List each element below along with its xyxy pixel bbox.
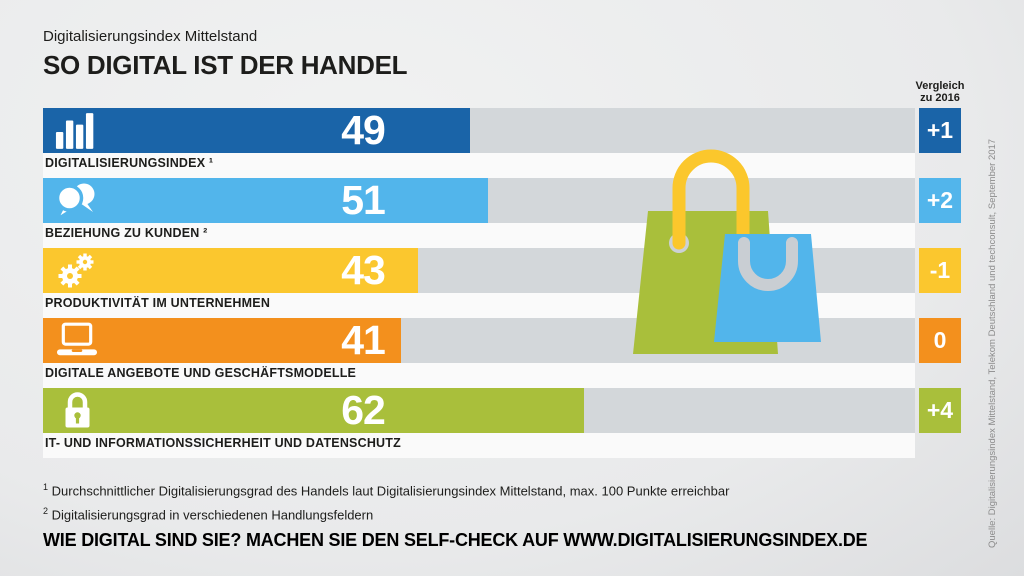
comparison-badge: 0 — [919, 318, 961, 363]
bar-value: 41 — [341, 317, 386, 363]
footnote-2-marker: 2 — [43, 506, 49, 517]
bar-value: 62 — [341, 387, 386, 433]
bar-fill — [43, 318, 401, 363]
footnote-1: 1 Durchschnittlicher Digitalisierungsgra… — [43, 477, 729, 501]
bar-chart: 49 +1 DIGITALISIERUNGSINDEX ¹ 51 +2 BEZI… — [43, 107, 961, 458]
gray-handle — [738, 237, 798, 291]
bar-chart-icon — [50, 111, 104, 151]
self-check-cta: WIE DIGITAL SIND SIE? MACHEN SIE DEN SEL… — [43, 530, 868, 550]
comparison-badge: +4 — [919, 388, 961, 433]
bar-label: BEZIEHUNG ZU KUNDEN ² — [45, 226, 208, 240]
comparison-header-line2: zu 2016 — [920, 92, 960, 104]
bar-value: 51 — [341, 177, 386, 223]
label-strip — [43, 153, 915, 178]
chart-row-digitalisierungsindex: 49 +1 DIGITALISIERUNGSINDEX ¹ — [43, 107, 961, 178]
source-credit: Quelle: Digitalisierungsindex Mittelstan… — [987, 138, 998, 548]
bar-value: 43 — [341, 247, 386, 293]
chart-row-beziehung-zu-kunden: 51 +2 BEZIEHUNG ZU KUNDEN ² — [43, 177, 961, 248]
footnote-1-marker: 1 — [43, 482, 49, 492]
laptop-icon — [50, 321, 104, 361]
bar-label: IT- UND INFORMATIONSSICHERHEIT UND DATEN… — [45, 436, 401, 450]
page-title: SO DIGITAL IST DER HANDEL — [43, 50, 408, 80]
bar-label: PRODUKTIVITÄT IM UNTERNEHMEN — [45, 296, 271, 310]
padlock-icon — [50, 391, 104, 431]
footnote-2: 2 Digitalisierungsgrad in verschiedenen … — [43, 501, 729, 525]
footnote-1-text: Durchschnittlicher Digitalisierungsgrad … — [51, 483, 730, 499]
eyebrow-title: Digitalisierungsindex Mittelstand — [43, 28, 258, 45]
bar-fill — [43, 108, 471, 153]
yellow-handle — [672, 149, 750, 276]
footnotes: 1 Durchschnittlicher Digitalisierungsgra… — [43, 477, 729, 526]
bar-value: 49 — [341, 107, 386, 153]
comparison-badge: +1 — [919, 108, 961, 153]
bar-fill — [43, 248, 418, 293]
bar-label: DIGITALE ANGEBOTE UND GESCHÄFTSMODELLE — [45, 366, 357, 380]
comparison-badge: -1 — [919, 248, 961, 293]
shopping-bags-illustration — [628, 144, 830, 362]
label-strip — [43, 433, 915, 458]
gears-icon — [50, 251, 104, 291]
chat-bubbles-icon — [50, 181, 104, 221]
bar-fill — [43, 178, 488, 223]
bar-fill — [43, 388, 584, 433]
chart-row-it-sicherheit: 62 +4 IT- UND INFORMATIONSSICHERHEIT UND… — [43, 387, 961, 458]
bar-label: DIGITALISIERUNGSINDEX ¹ — [45, 156, 214, 170]
comparison-badge: +2 — [919, 178, 961, 223]
footnote-2-text: Digitalisierungsgrad in verschiedenen Ha… — [51, 507, 374, 523]
chart-row-digitale-angebote: 41 0 DIGITALE ANGEBOTE UND GESCHÄFTSMODE… — [43, 317, 961, 388]
comparison-header-line1: Vergleich — [915, 80, 965, 92]
comparison-column-header: Vergleich zu 2016 — [897, 80, 983, 104]
label-strip — [43, 363, 915, 388]
